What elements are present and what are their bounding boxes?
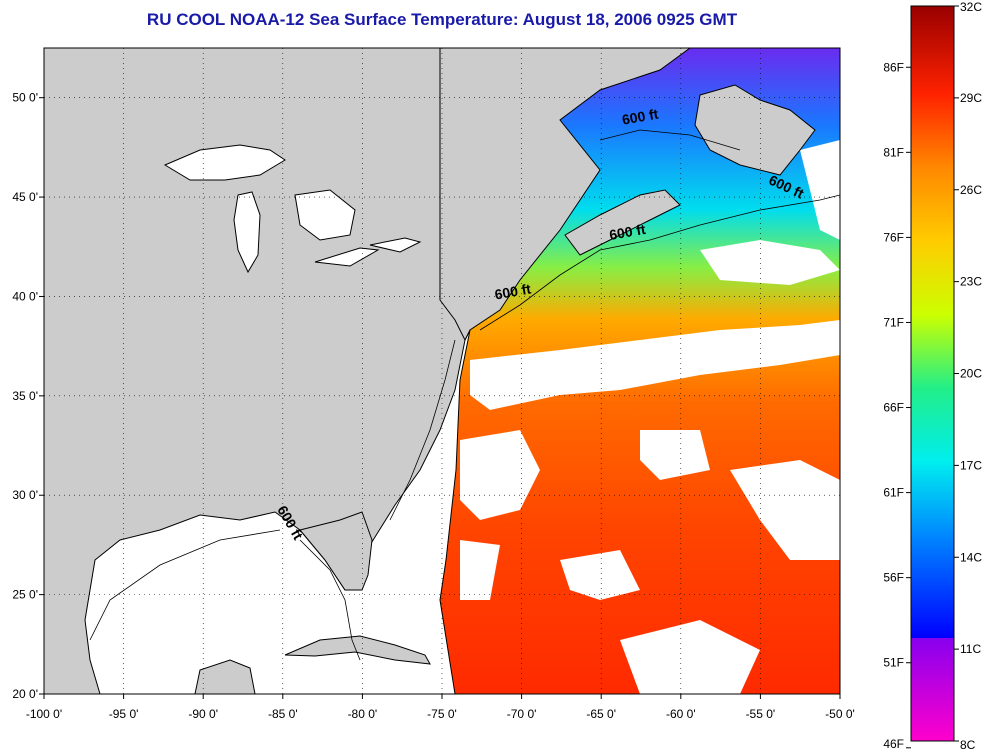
colorbar-f-label: 76F bbox=[883, 230, 904, 244]
y-tick-label: 25 0' bbox=[12, 588, 38, 602]
colorbar-c-label: 8C bbox=[960, 738, 976, 752]
florida-peninsula bbox=[299, 511, 373, 591]
colorbar-f-label: 51F bbox=[883, 656, 904, 670]
y-tick-label: 30 0' bbox=[12, 488, 38, 502]
depth-label: 600 ft bbox=[621, 106, 660, 128]
x-tick-label: -75 0' bbox=[427, 707, 457, 721]
colorbar-f-label: 81F bbox=[883, 145, 904, 159]
lake-superior bbox=[163, 144, 286, 181]
depth-label: 600 ft bbox=[493, 280, 532, 302]
lake-huron bbox=[294, 189, 356, 241]
cloud-patches bbox=[460, 140, 840, 694]
colorbar-f-label: 46F bbox=[883, 737, 904, 751]
colorbar-c-label: 14C bbox=[960, 550, 982, 564]
colorbar-c-label: 17C bbox=[960, 458, 982, 472]
yucatan bbox=[194, 659, 256, 694]
cuba bbox=[284, 635, 431, 665]
colorbar-f-label: 86F bbox=[883, 60, 904, 74]
y-tick-label: 50 0' bbox=[12, 91, 38, 105]
x-tick-label: -55 0' bbox=[746, 707, 776, 721]
x-tick-label: -80 0' bbox=[348, 707, 378, 721]
x-axis: -100 0' -95 0' -90 0' -85 0' -80 0' -75 0' -70… bbox=[26, 694, 855, 721]
map-title: RU COOL NOAA-12 Sea Surface Temperature:… bbox=[146, 10, 738, 29]
northeast-coast bbox=[439, 48, 691, 342]
gulf-of-mexico bbox=[84, 329, 471, 694]
x-tick-label: -100 0' bbox=[26, 707, 62, 721]
colorbar-c-label: 11C bbox=[960, 642, 981, 656]
depth-contours bbox=[89, 129, 840, 661]
colorbar-c-label: 29C bbox=[960, 91, 982, 105]
colorbar-c-label: 32C bbox=[960, 0, 982, 14]
depth-label: 600 ft bbox=[608, 221, 647, 243]
lake-michigan bbox=[233, 191, 261, 274]
y-tick-label: 35 0' bbox=[12, 389, 38, 403]
newfoundland bbox=[694, 84, 816, 176]
y-tick-label: 45 0' bbox=[12, 190, 38, 204]
colorbar-celsius-labels: 32C 29C 26C 23C 20C 17C 14C 11C 8C bbox=[954, 0, 982, 752]
x-tick-label: -50 0' bbox=[825, 707, 855, 721]
colorbar-c-label: 20C bbox=[960, 367, 982, 381]
x-tick-label: -95 0' bbox=[109, 707, 139, 721]
colorbar bbox=[910, 5, 955, 742]
nova-scotia bbox=[564, 189, 681, 256]
y-axis: 20 0' 25 0' 30 0' 35 0' 40 0' 45 0' 50 0' bbox=[12, 91, 44, 701]
x-tick-label: -85 0' bbox=[268, 707, 298, 721]
y-tick-label: 40 0' bbox=[12, 289, 38, 303]
colorbar-f-label: 66F bbox=[883, 401, 904, 415]
y-tick-label: 20 0' bbox=[12, 687, 38, 701]
colorbar-fahrenheit-labels: 86F 81F 76F 71F 66F 61F 56F 51F 46F bbox=[883, 60, 911, 751]
colorbar-c-label: 23C bbox=[960, 275, 982, 289]
lake-erie bbox=[314, 247, 380, 267]
lake-ontario bbox=[369, 237, 422, 253]
x-tick-label: -60 0' bbox=[666, 707, 696, 721]
x-tick-label: -70 0' bbox=[507, 707, 537, 721]
x-tick-label: -65 0' bbox=[586, 707, 616, 721]
x-tick-label: -90 0' bbox=[188, 707, 218, 721]
colorbar-f-label: 71F bbox=[883, 315, 904, 329]
colorbar-f-label: 61F bbox=[883, 486, 904, 500]
colorbar-f-label: 56F bbox=[883, 571, 904, 585]
colorbar-c-label: 26C bbox=[960, 183, 982, 197]
